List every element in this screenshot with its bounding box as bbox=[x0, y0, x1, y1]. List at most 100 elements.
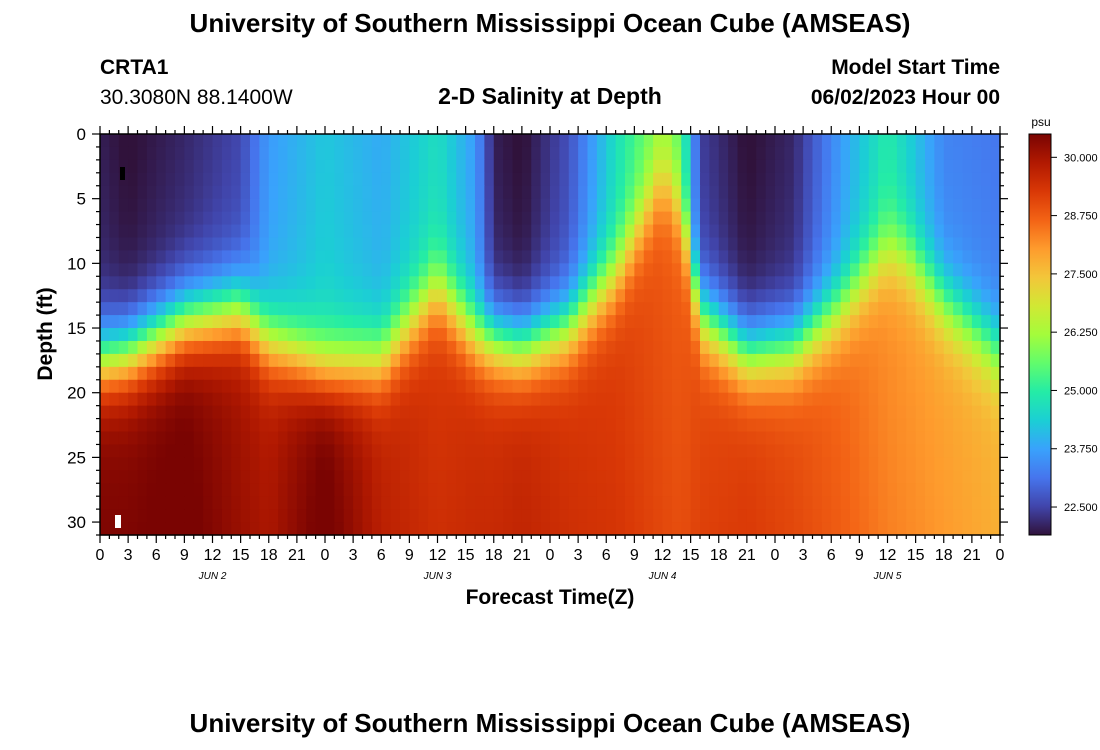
heatmap-cell bbox=[531, 198, 542, 213]
heatmap-cell bbox=[512, 483, 523, 497]
heatmap-cell bbox=[193, 315, 204, 329]
heatmap-cell bbox=[100, 134, 110, 148]
heatmap-cell bbox=[437, 392, 448, 407]
heatmap-cell bbox=[334, 444, 345, 458]
heatmap-cell bbox=[718, 470, 729, 484]
heatmap-cell bbox=[803, 444, 814, 458]
heatmap-cell bbox=[193, 496, 204, 510]
heatmap-cell bbox=[315, 224, 326, 239]
heatmap-cell bbox=[709, 237, 720, 252]
heatmap-cell bbox=[775, 470, 785, 484]
heatmap-cell bbox=[896, 198, 907, 213]
heatmap-cell bbox=[287, 470, 298, 484]
heatmap-cell bbox=[578, 353, 589, 368]
heatmap-cell bbox=[850, 263, 860, 277]
heatmap-cell bbox=[690, 379, 701, 394]
heatmap-cell bbox=[868, 470, 879, 484]
heatmap-cell bbox=[587, 289, 598, 303]
heatmap-cell bbox=[353, 250, 364, 264]
heatmap-cell bbox=[259, 392, 270, 407]
heatmap-cell bbox=[137, 250, 148, 264]
heatmap-cell bbox=[400, 496, 410, 510]
heatmap-cell bbox=[971, 392, 982, 407]
heatmap-cell bbox=[634, 340, 645, 355]
heatmap-cell bbox=[681, 392, 692, 407]
heatmap-cell bbox=[775, 431, 785, 446]
heatmap-cell bbox=[531, 392, 542, 407]
heatmap-cell bbox=[296, 470, 307, 484]
heatmap-cell bbox=[493, 134, 504, 148]
heatmap-cell bbox=[128, 315, 139, 329]
heatmap-cell bbox=[193, 379, 204, 394]
heatmap-cell bbox=[831, 328, 842, 342]
heatmap-cell bbox=[381, 302, 392, 316]
heatmap-cell bbox=[878, 263, 889, 277]
heatmap-cell bbox=[287, 496, 298, 510]
heatmap-cell bbox=[456, 328, 467, 342]
heatmap-cell bbox=[221, 470, 232, 484]
heatmap-cell bbox=[756, 276, 767, 290]
heatmap-cell bbox=[315, 431, 326, 446]
heatmap-cell bbox=[128, 134, 139, 148]
heatmap-cell bbox=[259, 198, 270, 213]
heatmap-cell bbox=[250, 276, 260, 290]
heatmap-cell bbox=[681, 379, 692, 394]
heatmap-cell bbox=[296, 276, 307, 290]
heatmap-cell bbox=[784, 483, 795, 497]
heatmap-cell bbox=[887, 185, 898, 200]
heatmap-cell bbox=[156, 263, 167, 277]
heatmap-cell bbox=[793, 509, 804, 523]
heatmap-cell bbox=[446, 522, 457, 536]
heatmap-cell bbox=[606, 289, 617, 303]
heatmap-cell bbox=[737, 250, 748, 264]
heatmap-cell bbox=[709, 159, 720, 174]
heatmap-cell bbox=[934, 302, 945, 316]
heatmap-cell bbox=[953, 315, 964, 329]
heatmap-cell bbox=[493, 250, 504, 264]
heatmap-cell bbox=[906, 250, 917, 264]
heatmap-cell bbox=[456, 146, 467, 161]
heatmap-cell bbox=[784, 522, 795, 536]
heatmap-cell bbox=[625, 315, 635, 329]
heatmap-cell bbox=[737, 289, 748, 303]
heatmap-cell bbox=[906, 405, 917, 420]
heatmap-cell bbox=[146, 315, 157, 329]
heatmap-cell bbox=[250, 134, 260, 148]
heatmap-cell bbox=[306, 522, 317, 536]
heatmap-cell bbox=[212, 289, 223, 303]
heatmap-cell bbox=[146, 237, 157, 252]
heatmap-cell bbox=[531, 289, 542, 303]
heatmap-cell bbox=[325, 353, 335, 368]
heatmap-cell bbox=[521, 263, 532, 277]
heatmap-cell bbox=[409, 366, 420, 381]
heatmap-cell bbox=[259, 134, 270, 148]
heatmap-cell bbox=[925, 276, 935, 290]
heatmap-cell bbox=[400, 328, 410, 342]
heatmap-cell bbox=[418, 172, 429, 187]
heatmap-cell bbox=[390, 263, 401, 277]
heatmap-cell bbox=[343, 289, 354, 303]
heatmap-cell bbox=[831, 134, 842, 148]
heatmap-cell bbox=[859, 224, 870, 239]
heatmap-cell bbox=[418, 159, 429, 174]
heatmap-cell bbox=[615, 211, 626, 226]
heatmap-cell bbox=[409, 509, 420, 523]
heatmap-cell bbox=[175, 340, 185, 355]
heatmap-cell bbox=[962, 198, 973, 213]
heatmap-cell bbox=[437, 483, 448, 497]
heatmap-cell bbox=[596, 237, 607, 252]
heatmap-cell bbox=[428, 224, 439, 239]
heatmap-cell bbox=[653, 302, 664, 316]
heatmap-cell bbox=[315, 211, 326, 226]
heatmap-cell bbox=[550, 185, 560, 200]
heatmap-cell bbox=[390, 328, 401, 342]
heatmap-cell bbox=[100, 379, 110, 394]
heatmap-cell bbox=[156, 522, 167, 536]
heatmap-cell bbox=[634, 198, 645, 213]
heatmap-cell bbox=[840, 496, 851, 510]
heatmap-cell bbox=[343, 185, 354, 200]
heatmap-cell bbox=[353, 198, 364, 213]
heatmap-cell bbox=[100, 392, 110, 407]
heatmap-cell bbox=[915, 250, 926, 264]
heatmap-cell bbox=[240, 289, 251, 303]
